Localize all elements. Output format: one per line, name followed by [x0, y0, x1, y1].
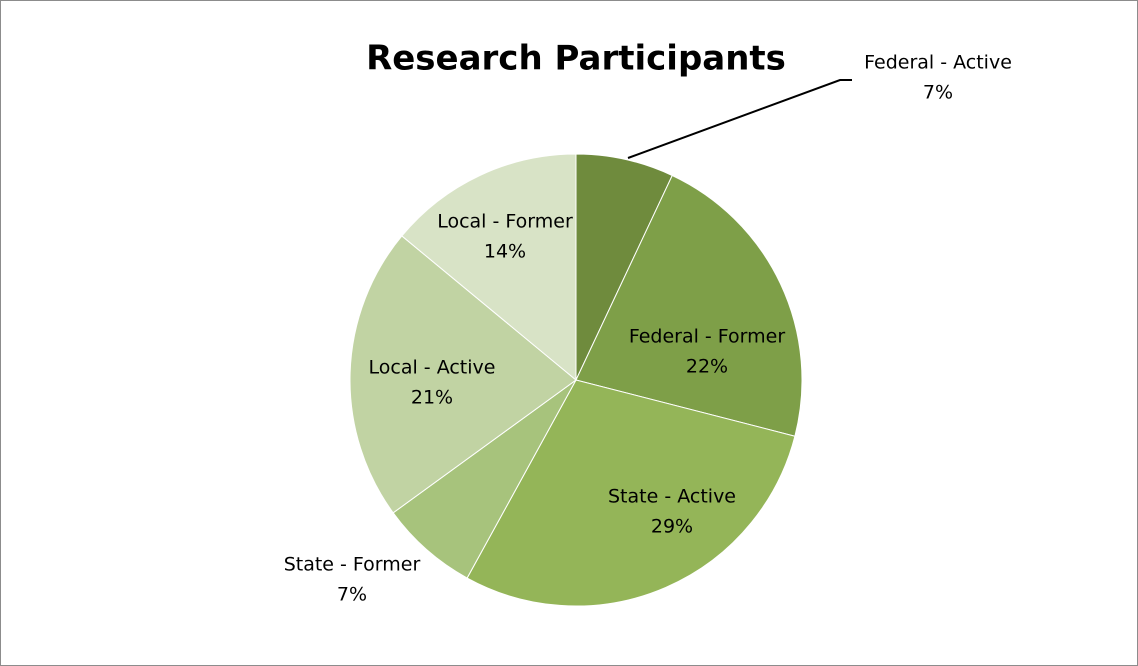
slice-value-label: 7%: [923, 82, 953, 104]
chart-title: Research Participants: [366, 39, 786, 79]
slice-category-label: State - Former: [284, 554, 421, 576]
pie-slice: [349, 235, 577, 514]
slice-category-label: State - Active: [608, 486, 736, 508]
slice-category-label: Federal - Active: [864, 52, 1012, 74]
pie-slice: [575, 174, 803, 437]
slice-value-label: 21%: [411, 387, 453, 409]
slice-value-label: 29%: [651, 516, 693, 538]
slice-value-label: 22%: [686, 356, 728, 378]
leader-line: [627, 79, 852, 159]
slice-category-label: Local - Active: [369, 357, 496, 379]
slice-value-label: 7%: [337, 584, 367, 606]
pie-slice: [401, 153, 577, 382]
slice-category-label: Local - Former: [437, 211, 573, 233]
slice-category-label: Federal - Former: [629, 326, 786, 348]
pie-slice: [466, 379, 796, 607]
slice-value-label: 14%: [484, 241, 526, 263]
